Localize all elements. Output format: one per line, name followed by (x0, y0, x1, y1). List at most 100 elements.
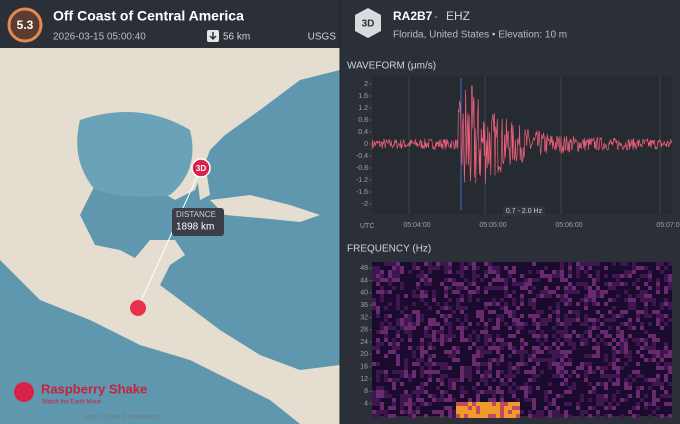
spectrogram-cell (468, 374, 472, 378)
spectrogram-cell (576, 366, 580, 370)
spectrogram-cell (400, 374, 404, 378)
epicenter[interactable] (130, 300, 146, 316)
spectrogram-cell (532, 398, 536, 402)
spectrogram-cell (592, 346, 596, 350)
map-attribution[interactable]: Map © | Data © contributors (85, 414, 159, 421)
spectrogram-cell (396, 322, 400, 326)
spectrogram-cell (644, 302, 648, 306)
spectrogram-cell (532, 414, 536, 418)
spectrogram-cell (560, 382, 564, 386)
spectrogram-cell (668, 350, 672, 354)
spectrogram-cell (400, 326, 404, 330)
spectrogram-cell (584, 374, 588, 378)
spectrogram-cell (400, 286, 404, 290)
spectrogram-cell (508, 374, 512, 378)
spectrogram-cell (588, 414, 592, 418)
map[interactable]: 3D DISTANCE 1898 km Raspberry Shake Watc… (0, 48, 340, 424)
x-tick-label: 05:05:00 (479, 222, 506, 229)
spectrogram-cell (488, 374, 492, 378)
spectrogram-cell (644, 342, 648, 346)
spectrogram-cell (404, 322, 408, 326)
spectrogram-cell (560, 330, 564, 334)
spectrogram-cell (644, 330, 648, 334)
spectrogram-cell (616, 342, 620, 346)
spectrogram-cell (428, 318, 432, 322)
spectrogram-cell (412, 374, 416, 378)
spectrogram-cell (584, 322, 588, 326)
spectrogram-cell (668, 370, 672, 374)
spectrogram-cell (448, 394, 452, 398)
spectrogram-cell (604, 266, 608, 270)
spectrogram-cell (400, 282, 404, 286)
spectrogram-cell (512, 406, 516, 410)
spectrogram-cell (376, 402, 380, 406)
spectrogram-cell (396, 270, 400, 274)
spectrogram-cell (652, 410, 656, 414)
spectrogram-cell (612, 286, 616, 290)
spectrogram-cell (548, 294, 552, 298)
spectrogram-cell (420, 298, 424, 302)
spectrogram-cell (424, 370, 428, 374)
spectrogram-cell (504, 282, 508, 286)
spectrogram-cell (396, 354, 400, 358)
spectrogram-cell (624, 386, 628, 390)
spectrogram-cell (580, 410, 584, 414)
spectrogram-cell (452, 386, 456, 390)
spectrogram-cell (384, 374, 388, 378)
spectrogram-cell (496, 406, 500, 410)
spectrogram-cell (624, 382, 628, 386)
spectrogram-cell (648, 358, 652, 362)
spectrogram-cell (664, 298, 668, 302)
spectrogram-cell (516, 318, 520, 322)
spectrogram-cell (448, 298, 452, 302)
spectrogram-cell (472, 362, 476, 366)
spectrogram-cell (468, 334, 472, 338)
spectrogram-cell (424, 382, 428, 386)
spectrogram-cell (544, 338, 548, 342)
spectrogram-cell (512, 318, 516, 322)
spectrogram-cell (660, 414, 664, 418)
spectrogram-cell (608, 326, 612, 330)
spectrogram-cell (428, 278, 432, 282)
spectrogram-cell (628, 374, 632, 378)
spectrogram-cell (520, 410, 524, 414)
spectrogram-cell (440, 410, 444, 414)
spectrogram-cell (600, 290, 604, 294)
spectrogram-cell (648, 286, 652, 290)
spectrogram-cell (560, 358, 564, 362)
spectrogram-cell (612, 314, 616, 318)
spectrogram-cell (472, 270, 476, 274)
spectrogram-cell (620, 350, 624, 354)
spectrogram-cell (572, 382, 576, 386)
spectrogram-cell (384, 306, 388, 310)
distance-box (172, 208, 224, 236)
spectrogram-cell (472, 266, 476, 270)
spectrogram-cell (384, 290, 388, 294)
spectrogram-cell (536, 294, 540, 298)
spectrogram-cell (620, 398, 624, 402)
spectrogram-cell (456, 346, 460, 350)
spectrogram-cell (648, 274, 652, 278)
spectrogram-cell (648, 378, 652, 382)
spectrogram-cell (412, 262, 416, 266)
spectrogram-cell (444, 266, 448, 270)
spectrogram-cell (444, 294, 448, 298)
spectrogram-cell (464, 370, 468, 374)
spectrogram-cell (464, 406, 468, 410)
spectrogram-cell (396, 278, 400, 282)
spectrogram-cell (644, 314, 648, 318)
station-marker[interactable] (191, 158, 211, 178)
spectrogram-cell (564, 362, 568, 366)
spectrogram-cell (516, 366, 520, 370)
spectrogram-cell (476, 394, 480, 398)
spectrogram-cell (500, 278, 504, 282)
spectrogram-cell (456, 406, 460, 410)
spectrogram-cell (556, 274, 560, 278)
spectrogram-cell (580, 362, 584, 366)
spectrogram-cell (388, 342, 392, 346)
spectrogram-cell (660, 318, 664, 322)
spectrogram-cell (588, 398, 592, 402)
spectrogram-cell (448, 322, 452, 326)
spectrogram-cell (488, 266, 492, 270)
